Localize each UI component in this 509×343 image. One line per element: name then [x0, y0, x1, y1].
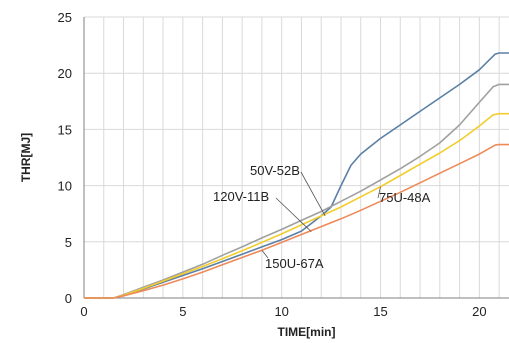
x-tick-label: 10 — [274, 304, 288, 319]
x-axis-title: TIME[min] — [278, 325, 336, 339]
annotation-leader — [300, 171, 326, 217]
x-tick-label: 0 — [80, 304, 87, 319]
x-tick-label: 15 — [373, 304, 387, 319]
annotation-label: 50V-52B — [250, 163, 300, 178]
x-tick-label: 5 — [179, 304, 186, 319]
y-tick-label: 20 — [58, 66, 72, 81]
annotation-leader — [261, 249, 269, 259]
y-tick-label: 5 — [65, 235, 72, 250]
y-tick-label: 10 — [58, 179, 72, 194]
axes: 0 5 10 15 20 0 5 10 15 20 25 — [58, 10, 509, 319]
annotation-label: 120V-11B — [213, 189, 269, 204]
series-line — [84, 83, 509, 299]
x-tick-label: 20 — [472, 304, 486, 319]
y-axis-title: THR[MJ] — [19, 133, 33, 182]
grid — [84, 16, 509, 298]
y-tick-label: 0 — [65, 291, 72, 306]
series-line — [84, 143, 509, 299]
series-line — [84, 112, 509, 299]
y-tick-label: 15 — [58, 122, 72, 137]
series-lines — [84, 52, 509, 299]
series-line — [84, 52, 509, 299]
annotations: 50V-52B 120V-11B 75U-48A 150U-67A — [213, 163, 431, 271]
y-tick-label: 25 — [58, 10, 72, 25]
annotation-leader — [275, 197, 312, 232]
annotation-label: 75U-48A — [379, 190, 431, 205]
annotation-leader — [377, 186, 381, 199]
annotation-label: 150U-67A — [265, 256, 324, 271]
